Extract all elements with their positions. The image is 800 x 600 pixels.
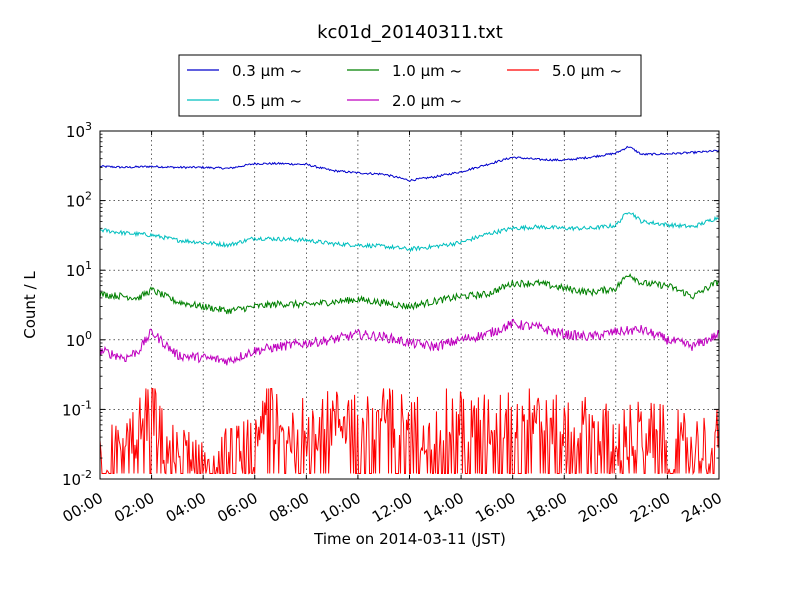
x-tick-label: 00:00 [60,489,106,526]
series-line [99,318,720,366]
chart-title: kc01d_20140311.txt [317,22,503,43]
x-tick-label: 22:00 [627,489,673,526]
legend: 0.3 μm ~ 0.5 μm ~ 1.0 μm ~ 2.0 μm ~ 5.0 μm ~ [178,54,642,117]
series-line [99,145,720,182]
series-line [99,212,720,253]
x-tick-label: 02:00 [111,489,157,526]
y-tick-label: 10-2 [62,468,92,489]
y-tick-label: 103 [66,120,92,141]
legend-label: 5.0 μm ~ [552,62,622,80]
x-axis-label: Time on 2014-03-11 (JST) [313,530,506,548]
series-line [99,273,720,315]
legend-label: 1.0 μm ~ [392,62,462,80]
x-tick-label: 04:00 [163,489,209,526]
y-tick-label: 100 [66,329,92,350]
x-tick-label: 06:00 [214,489,260,526]
y-axis-label: Count / L [21,271,39,339]
x-tick-label: 18:00 [524,489,570,526]
x-tick-label: 14:00 [421,489,467,526]
x-tick-label: 20:00 [575,489,621,526]
y-tick-label: 10-1 [62,398,92,419]
series-layer [99,145,720,476]
legend-box [178,54,642,117]
y-axis: 10-2 10-1 100 101 102 103 [62,120,719,489]
y-tick-label: 101 [66,259,92,280]
x-tick-label: 10:00 [317,489,363,526]
x-tick-label: 16:00 [472,489,518,526]
legend-label: 2.0 μm ~ [392,92,462,110]
y-tick-label: 102 [66,190,92,211]
series-line [99,387,720,476]
x-axis: 00:00 02:00 04:00 06:00 08:00 10:00 12:00 14:00… [60,131,725,526]
legend-label: 0.3 μm ~ [232,62,302,80]
legend-label: 0.5 μm ~ [232,92,302,110]
x-tick-label: 12:00 [369,489,415,526]
x-tick-label: 24:00 [679,489,725,526]
x-tick-label: 08:00 [266,489,312,526]
